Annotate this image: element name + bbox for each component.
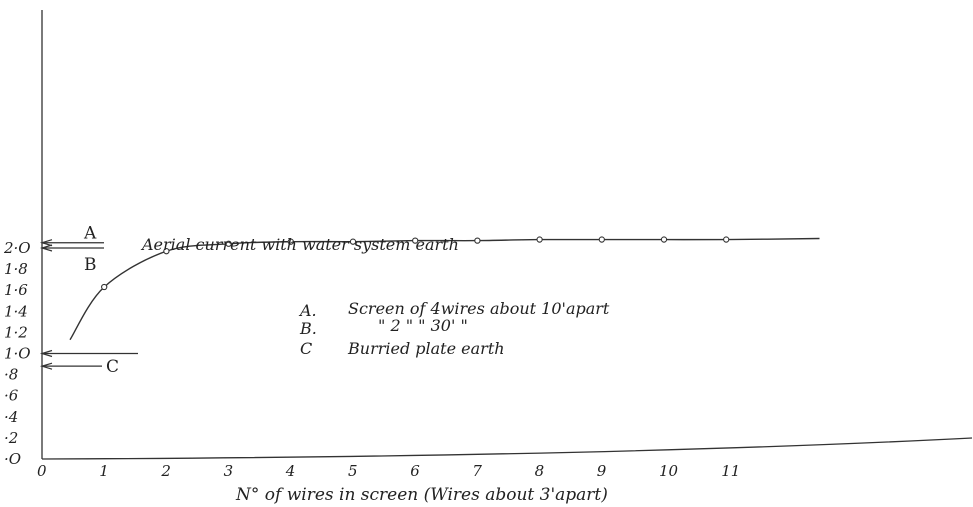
reference-lines: AB C	[39, 224, 138, 377]
arrowhead	[39, 349, 53, 358]
y-tick-label: ·2	[4, 429, 18, 447]
data-point	[225, 240, 232, 247]
arrowhead	[39, 362, 53, 370]
data-point	[536, 236, 543, 243]
x-tick-label: 9	[597, 462, 607, 480]
arrowhead	[39, 239, 53, 247]
x-tick-label: 1	[99, 462, 109, 480]
x-tick-label: 10	[659, 462, 679, 480]
data-points	[101, 236, 730, 291]
data-point	[412, 237, 419, 244]
tick-labels: ·O ·2 ·4 ·6 ·8 1·O 1·2 1·4 1·6 1·8 2·O 0 1 2 3 4 5 6 7 8 9 10…	[3, 239, 740, 480]
legend-key-a: A.	[298, 301, 317, 320]
marker-a: A	[83, 224, 97, 244]
legend-key-c: C	[300, 339, 312, 358]
x-tick-label: 4	[285, 462, 296, 480]
x-tick-label: 6	[410, 462, 420, 480]
data-point	[163, 248, 170, 255]
x-tick-label: 0	[37, 462, 47, 480]
legend-text-b: " 2 " " 30' "	[378, 316, 468, 335]
y-tick-label: 1·4	[4, 302, 28, 320]
water-system-annotation: Aerial current with water system earth	[140, 235, 459, 254]
data-point	[723, 236, 730, 243]
legend-key-b: B.	[299, 319, 317, 338]
x-tick-label: 7	[472, 462, 482, 480]
x-tick-label: 5	[348, 462, 358, 480]
y-tick-label: 1·6	[4, 281, 28, 299]
y-tick-label: 1·O	[4, 345, 31, 363]
y-tick-label: ·6	[4, 387, 19, 405]
data-point	[660, 236, 668, 243]
marker-c: C	[106, 357, 119, 377]
x-axis-line	[41, 437, 973, 460]
x-tick-label: 3	[224, 462, 234, 480]
y-tick-label: ·O	[4, 450, 21, 468]
marker-b: B	[84, 255, 97, 275]
data-point	[598, 236, 605, 243]
y-tick-label: 2·O	[3, 239, 31, 257]
legend-text-c: Burried plate earth	[347, 339, 505, 358]
data-point	[349, 238, 357, 245]
arrowhead	[39, 244, 53, 252]
data-point	[474, 237, 481, 244]
x-tick-label: 2	[160, 462, 171, 480]
y-tick-label: 1·8	[4, 260, 28, 278]
x-axis-label: N° of wires in screen (Wires about 3'apa…	[235, 485, 608, 505]
x-tick-label: 11	[721, 462, 740, 480]
y-tick-label: 1·2	[4, 323, 28, 341]
y-tick-label: ·8	[4, 366, 18, 384]
x-tick-label: 8	[535, 462, 545, 480]
data-point	[101, 283, 108, 291]
y-tick-label: ·4	[4, 408, 18, 426]
legend: A. Screen of 4wires about 10'apart B. " …	[298, 299, 610, 358]
axes	[41, 10, 973, 460]
legend-text-a: Screen of 4wires about 10'apart	[348, 299, 610, 318]
data-point	[287, 238, 294, 245]
